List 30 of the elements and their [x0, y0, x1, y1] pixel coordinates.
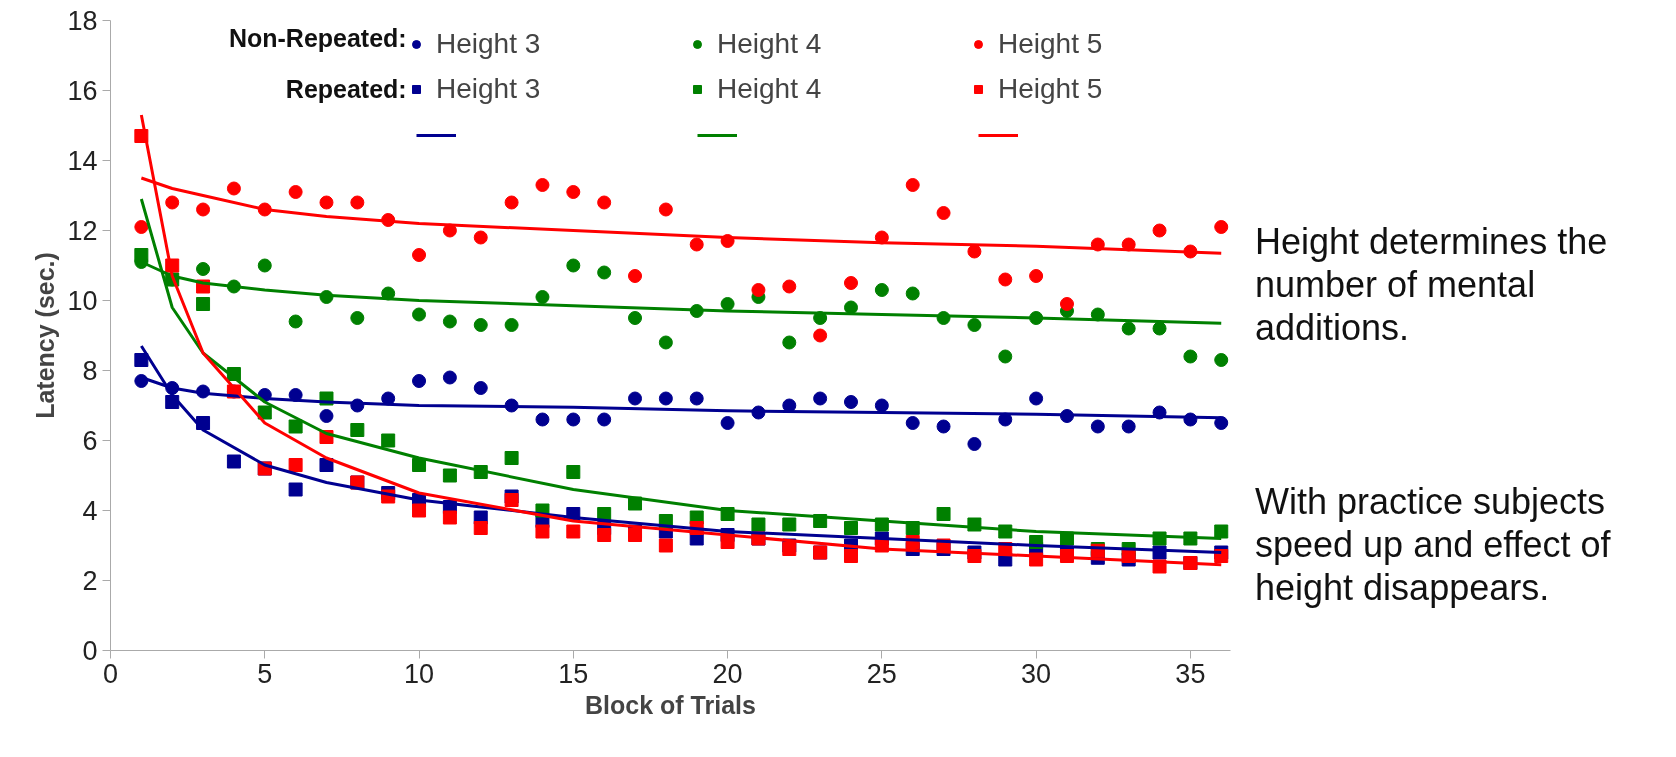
x-tick-label: 25 — [866, 658, 897, 689]
y-axis-title: Latency (sec.) — [31, 252, 60, 419]
text: Height determines the number of mental additions. — [1255, 220, 1609, 350]
y-tick-label: 2 — [82, 566, 98, 596]
x-tick-label: 15 — [558, 658, 589, 689]
y-tick-label: 8 — [82, 356, 98, 386]
x-axis-title: Block of Trials — [585, 690, 756, 719]
y-tick-label: 14 — [67, 146, 98, 176]
legend-label: Height 5 — [998, 28, 1104, 60]
legend-label: Height 3 — [436, 73, 542, 105]
y-tick-label: 4 — [82, 496, 98, 526]
legend-label: Height 3 — [436, 28, 542, 60]
y-tick-label: 10 — [67, 286, 98, 316]
annotation: Repeated: — [285, 74, 407, 103]
x-tick-label: 10 — [404, 658, 435, 689]
y-tick-label: 12 — [67, 216, 98, 246]
legend-label: Height 5 — [998, 73, 1104, 105]
legend-label: Height 4 — [717, 73, 823, 105]
x-tick-label: 0 — [102, 658, 119, 689]
legend-label: Height 4 — [717, 28, 823, 60]
x-tick-label: 20 — [712, 658, 743, 689]
x-tick-label: 30 — [1021, 658, 1052, 689]
annotation: Non-Repeated: — [228, 24, 407, 52]
y-tick-label: 16 — [67, 76, 98, 106]
y-tick-label: 0 — [82, 636, 98, 666]
y-tick-label: 18 — [67, 6, 98, 36]
y-tick-label: 6 — [82, 426, 98, 456]
x-tick-label: 35 — [1175, 658, 1206, 689]
text: With practice subjects speed up and effect of height disappears. — [1255, 479, 1612, 610]
x-tick-label: 5 — [257, 658, 273, 689]
